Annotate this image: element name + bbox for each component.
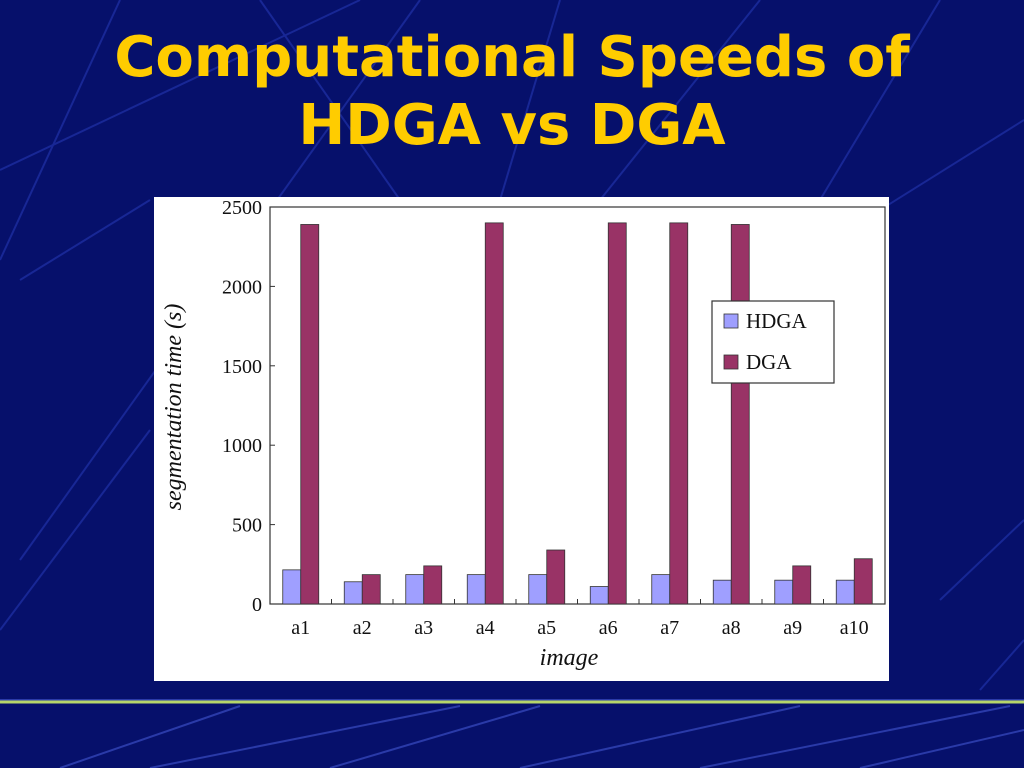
bar-chart: 0 500 1000 1500 2000 2500 a1 a2 a3 a4 a5 a6 a7 a8 a9 a… [161, 197, 886, 671]
chart-panel: 0 500 1000 1500 2000 2500 a1 a2 a3 a4 a5 a6 a7 a8 a9 a… [154, 197, 889, 681]
y-tick-label: 500 [232, 515, 262, 537]
legend: HDGA DGA [711, 300, 835, 384]
bar-dga-a10 [853, 558, 873, 605]
bar-hdga-a4 [466, 574, 486, 605]
x-axis-title: image [540, 645, 599, 671]
slide-title-line-2: HDGA vs DGA [298, 93, 726, 158]
bar-hdga-a7 [651, 574, 671, 605]
y-axis-title: segmentation time (s) [161, 304, 187, 511]
y-tick-label: 2500 [222, 197, 262, 219]
x-tick-label: a9 [783, 617, 802, 639]
bar-dga-a1 [300, 224, 320, 605]
bar-hdga-a1 [282, 569, 302, 605]
bar-hdga-a3 [405, 574, 425, 605]
slide-title-line-1: Computational Speeds of [114, 25, 910, 90]
x-tick-label: a7 [660, 617, 679, 639]
x-tick-label: a1 [291, 617, 310, 639]
y-tick-label: 1500 [222, 356, 262, 378]
bar-dga-a5 [546, 549, 566, 605]
bar-dga-a7 [669, 222, 689, 605]
x-tick-label: a10 [840, 617, 869, 639]
y-tick-label: 1000 [222, 435, 262, 457]
bar-hdga-a2 [343, 581, 363, 605]
bar-hdga-a8 [712, 579, 732, 605]
legend-swatch-hdga [723, 313, 739, 329]
x-tick-label: a4 [476, 617, 495, 639]
bar-hdga-a10 [835, 579, 855, 605]
legend-label-dga: DGA [746, 350, 792, 374]
x-tick-label: a3 [414, 617, 433, 639]
y-tick-label: 0 [252, 594, 262, 616]
bar-dga-a8 [730, 224, 750, 605]
x-tick-label: a2 [353, 617, 372, 639]
slide-title: Computational Speeds of HDGA vs DGA [0, 24, 1024, 160]
legend-swatch-dga [723, 354, 739, 370]
bar-dga-a3 [423, 565, 443, 605]
y-tick-label: 2000 [222, 276, 262, 298]
bar-hdga-a9 [774, 579, 794, 605]
bar-dga-a9 [792, 565, 812, 605]
bar-dga-a6 [607, 222, 627, 605]
bar-hdga-a6 [589, 586, 609, 605]
x-tick-label: a6 [599, 617, 618, 639]
x-tick-label: a5 [537, 617, 556, 639]
bar-dga-a2 [361, 574, 381, 605]
plot-frame [269, 206, 886, 605]
bar-dga-a4 [484, 222, 504, 605]
x-tick-label: a8 [722, 617, 741, 639]
legend-label-hdga: HDGA [746, 309, 807, 333]
bar-hdga-a5 [528, 574, 548, 605]
